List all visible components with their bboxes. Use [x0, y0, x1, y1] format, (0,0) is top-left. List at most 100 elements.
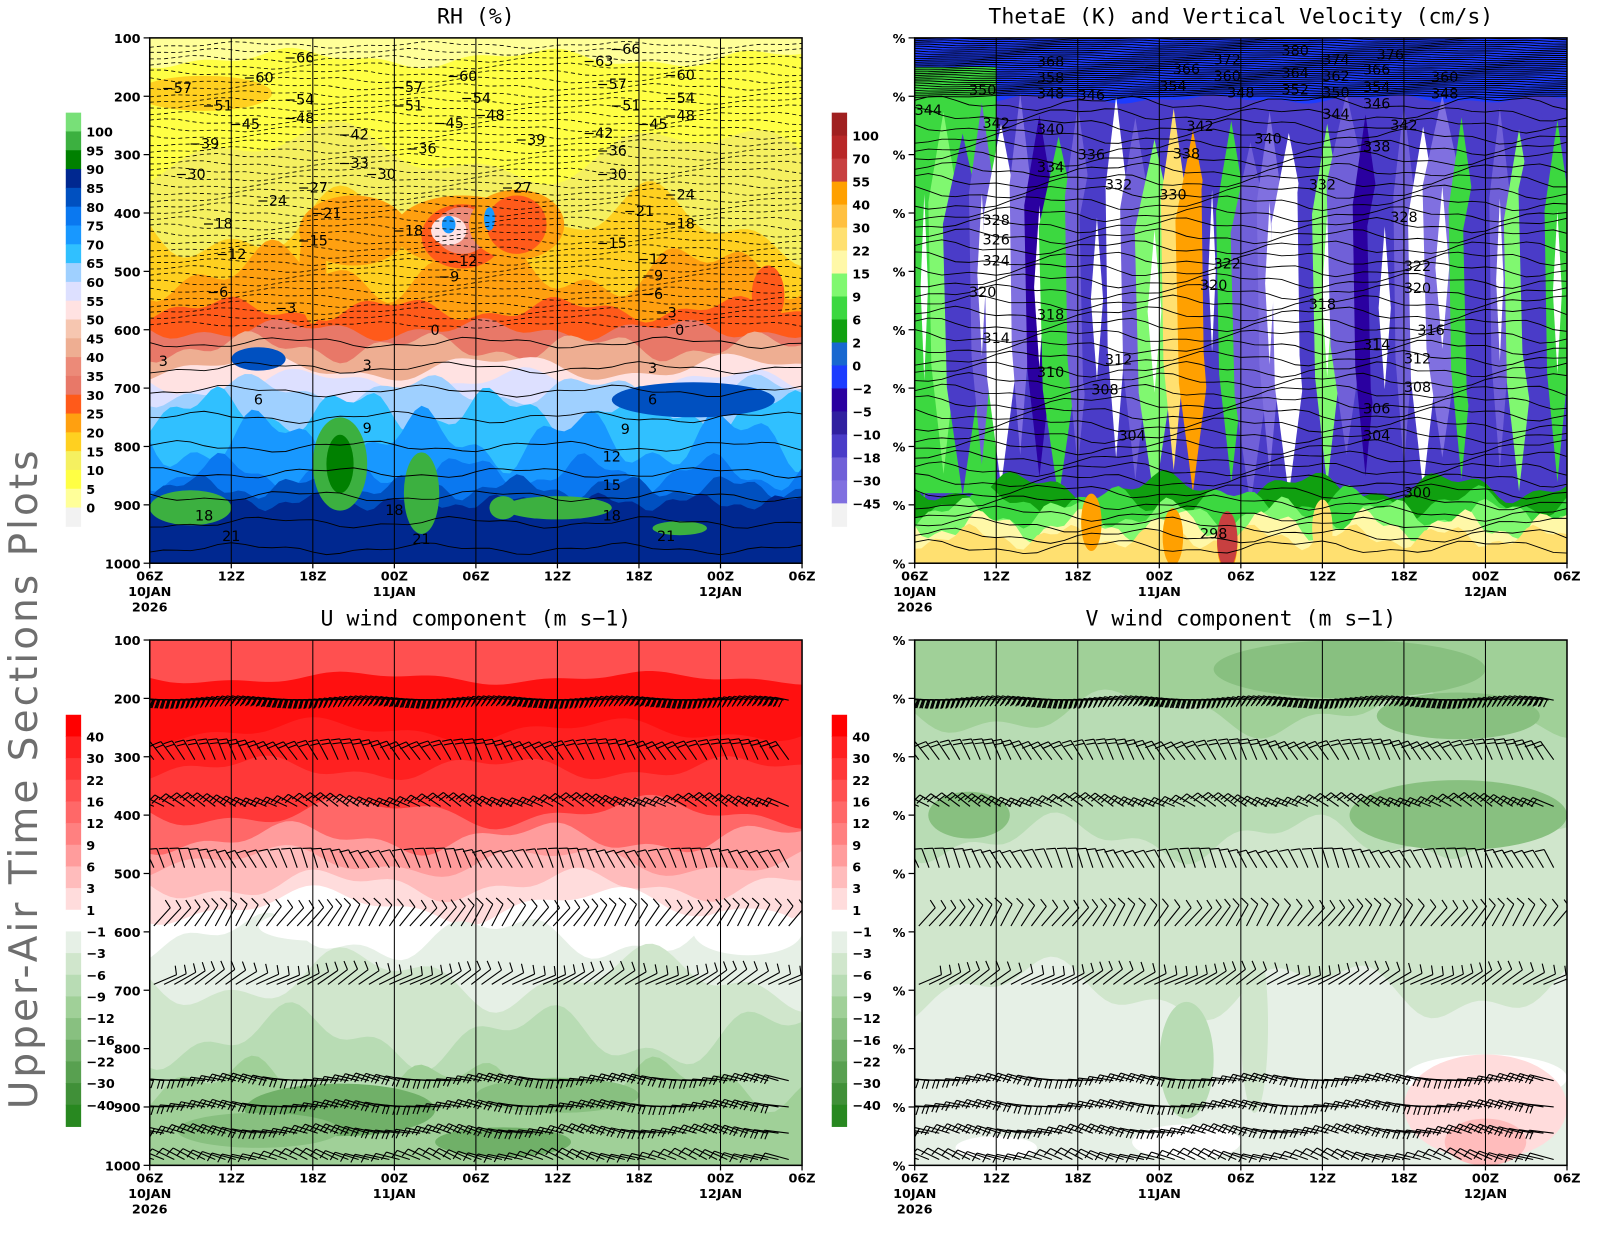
- colorbar-label: 9: [852, 291, 861, 306]
- wind-barb: [380, 696, 400, 708]
- wind-barb: [754, 695, 774, 707]
- wind-barb: [1523, 849, 1544, 868]
- wind-barb: [1391, 1073, 1421, 1084]
- wind-barb: [1242, 695, 1263, 707]
- wind-barb: [931, 1079, 960, 1089]
- contour-label: −51: [393, 99, 423, 115]
- colorbar-label: 22: [86, 774, 104, 789]
- y-tick-label: 400: [114, 809, 141, 824]
- wind-barb: [1451, 963, 1474, 985]
- wind-barb: [614, 961, 636, 985]
- wind-barb: [959, 961, 981, 985]
- contour-label: 380: [1282, 43, 1309, 59]
- contour-label: 314: [983, 331, 1010, 347]
- y-tick-label: %: [893, 1101, 906, 1116]
- wind-barb: [604, 960, 625, 985]
- wind-barb: [1174, 965, 1198, 985]
- wind-barb: [1245, 897, 1259, 927]
- wind-barb: [1514, 1073, 1544, 1083]
- wind-barb: [1174, 899, 1192, 927]
- wind-barb: [739, 1100, 769, 1111]
- wind-barb: [928, 899, 947, 927]
- wind-barb: [1428, 741, 1452, 761]
- wind-barb: [1041, 899, 1059, 927]
- wind-barb: [530, 741, 554, 761]
- wind-barb: [1057, 847, 1073, 868]
- wind-barb: [956, 697, 976, 708]
- wind-barb: [1498, 695, 1519, 707]
- wind-barb: [1000, 897, 1013, 927]
- wind-barb: [435, 792, 462, 807]
- wind-barb: [992, 1072, 1022, 1083]
- filled-contour-band: [149, 490, 232, 526]
- wind-barb: [1386, 695, 1406, 707]
- contour-label: −60: [447, 69, 477, 85]
- wind-barb: [1486, 794, 1514, 807]
- wind-barb: [634, 897, 649, 927]
- colorbar-label: 30: [852, 222, 870, 237]
- wind-barb: [1190, 792, 1217, 807]
- colorbar-label: 55: [86, 295, 104, 310]
- contour-line: [149, 48, 803, 56]
- contour-label: −12: [216, 247, 246, 263]
- wind-barb: [206, 1098, 236, 1109]
- wind-barb: [1542, 898, 1559, 927]
- wind-barb: [1125, 1072, 1155, 1083]
- y-tick-label: %: [893, 149, 906, 164]
- wind-barb: [1446, 847, 1463, 868]
- wind-barb: [401, 1148, 431, 1161]
- wind-barb: [703, 697, 723, 709]
- wind-barb: [1306, 740, 1329, 761]
- x-tick-label-time: 06Z: [789, 1172, 816, 1187]
- wind-barb: [279, 1104, 308, 1115]
- colorbar-swatch: [65, 413, 82, 433]
- colorbar-label: 55: [852, 176, 870, 191]
- plot-area: [149, 37, 803, 564]
- wind-barb: [1187, 1147, 1217, 1161]
- wind-barb: [1013, 1129, 1042, 1140]
- wind-barb: [1360, 1099, 1391, 1109]
- wind-barb: [1092, 898, 1108, 927]
- wind-barb: [616, 1128, 646, 1139]
- wind-barb: [961, 1098, 991, 1109]
- y-tick-label: %: [893, 868, 906, 883]
- contour-label: 342: [983, 116, 1010, 132]
- wind-barb: [1525, 1103, 1554, 1114]
- wind-barb: [645, 965, 669, 985]
- wind-barb: [747, 962, 769, 985]
- wind-barb: [1064, 1147, 1094, 1161]
- wind-barb: [1330, 1077, 1360, 1088]
- wind-barb: [1340, 1076, 1370, 1087]
- wind-barb: [726, 960, 748, 985]
- wind-barb: [1197, 1078, 1227, 1089]
- wind-barb: [1010, 963, 1034, 985]
- wind-barb: [501, 963, 525, 985]
- wind-barb: [204, 960, 225, 985]
- wind-barb: [1279, 1129, 1308, 1140]
- wind-barb: [761, 797, 789, 808]
- wind-barb: [721, 794, 749, 807]
- wind-barb: [575, 697, 595, 709]
- contour-label: −36: [597, 144, 627, 160]
- x-tick-label-date: 11JAN: [1138, 585, 1181, 600]
- wind-barb: [425, 847, 442, 868]
- wind-barb: [1134, 849, 1155, 868]
- wind-barb: [700, 847, 718, 868]
- wind-barb: [541, 740, 564, 761]
- wind-barb: [1227, 1152, 1257, 1162]
- wind-barb: [914, 847, 930, 868]
- colorbar-label: −18: [852, 452, 881, 467]
- wind-barb: [1104, 1099, 1134, 1110]
- wind-barb: [281, 793, 308, 807]
- wind-barb: [585, 1151, 615, 1161]
- wind-barb: [447, 697, 467, 709]
- wind-barb: [514, 1129, 544, 1140]
- colorbar-swatch: [831, 181, 848, 206]
- wind-barb: [289, 1079, 318, 1089]
- x-tick-label-time: 12Z: [1309, 1172, 1336, 1187]
- colorbar-swatch: [65, 844, 82, 867]
- wind-barb: [1350, 1124, 1380, 1134]
- colorbar-label: −6: [86, 969, 106, 984]
- contour-label: −45: [230, 117, 260, 133]
